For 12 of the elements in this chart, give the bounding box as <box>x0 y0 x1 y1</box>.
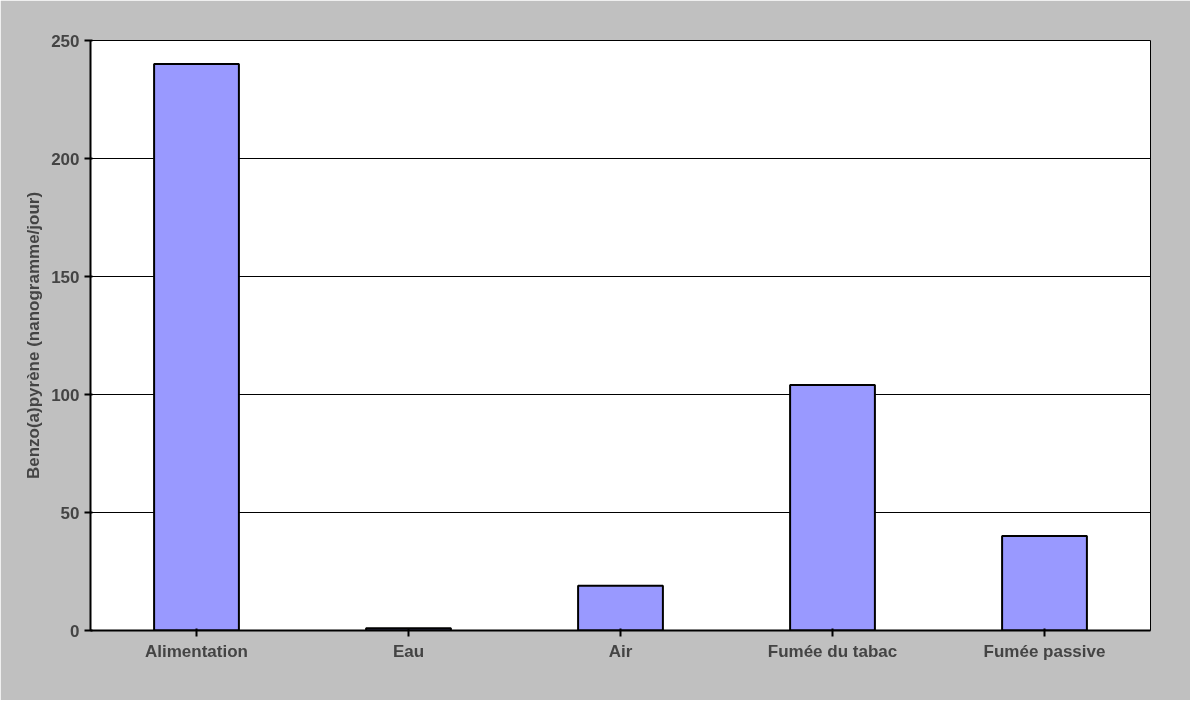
x-tick-label: Fumée passive <box>983 641 1106 661</box>
y-tick-label: 100 <box>51 385 80 405</box>
y-tick-label: 150 <box>51 267 80 287</box>
x-tick-label: Alimentation <box>145 641 248 661</box>
x-tick-label: Fumée du tabac <box>767 641 898 661</box>
y-tick-label: 50 <box>60 503 80 523</box>
y-tick-label: 0 <box>70 621 80 641</box>
x-tick-label: Eau <box>392 641 425 661</box>
y-tick-label: 250 <box>51 31 80 51</box>
x-tick-label: Air <box>608 641 633 661</box>
y-axis-title: Benzo(a)pyrène (nanogramme/jour) <box>24 191 44 480</box>
y-tick-label: 200 <box>51 149 80 169</box>
